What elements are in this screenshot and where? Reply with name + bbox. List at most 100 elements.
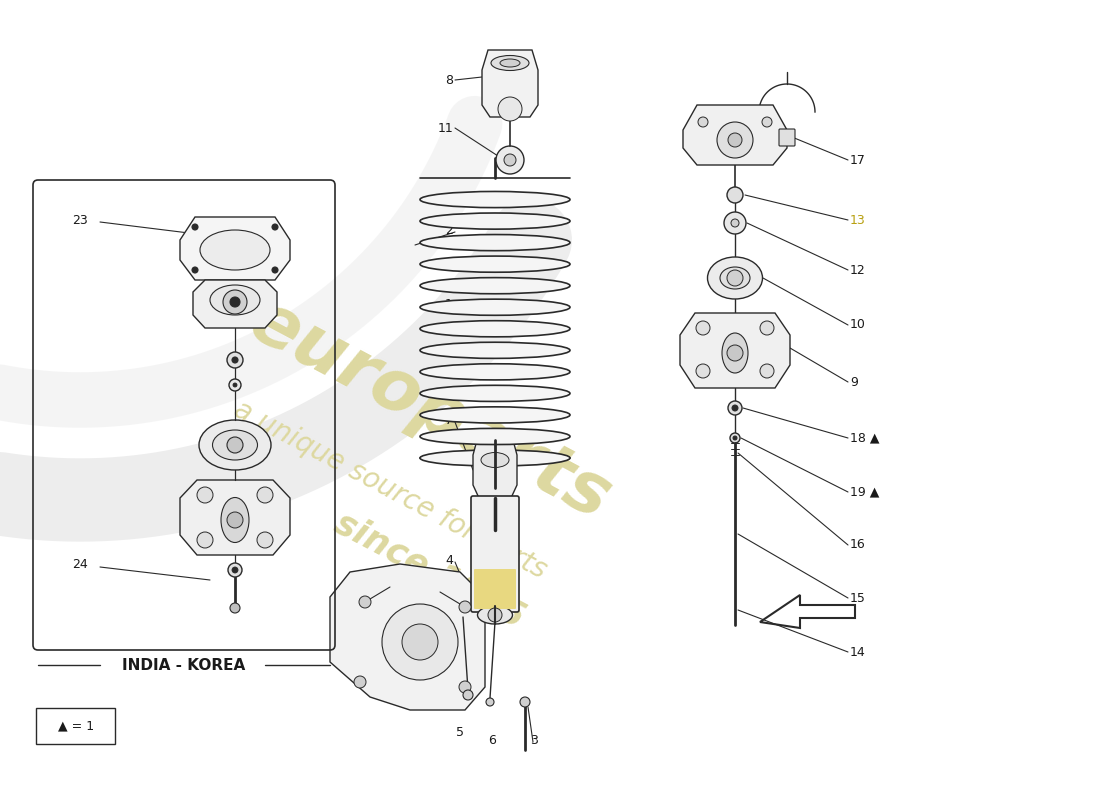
Polygon shape	[680, 313, 790, 388]
Circle shape	[272, 267, 278, 273]
Text: since 1985: since 1985	[329, 506, 530, 634]
Circle shape	[227, 512, 243, 528]
Ellipse shape	[199, 420, 271, 470]
Circle shape	[192, 224, 198, 230]
Circle shape	[727, 345, 742, 361]
Circle shape	[459, 601, 471, 613]
Text: 6: 6	[488, 734, 496, 746]
Circle shape	[520, 697, 530, 707]
Polygon shape	[192, 280, 277, 328]
Circle shape	[192, 267, 198, 273]
Ellipse shape	[420, 234, 570, 250]
Ellipse shape	[420, 428, 570, 445]
Polygon shape	[683, 105, 786, 165]
Circle shape	[382, 604, 458, 680]
Circle shape	[232, 357, 238, 363]
Circle shape	[232, 567, 238, 573]
Ellipse shape	[212, 430, 257, 460]
Circle shape	[354, 676, 366, 688]
Polygon shape	[180, 480, 290, 555]
Text: 10: 10	[850, 318, 866, 331]
Circle shape	[223, 290, 248, 314]
Circle shape	[760, 364, 774, 378]
Text: 7: 7	[446, 414, 453, 426]
Text: 23: 23	[72, 214, 88, 226]
Text: europarts: europarts	[238, 286, 623, 534]
Ellipse shape	[200, 230, 270, 270]
Circle shape	[696, 321, 710, 335]
Circle shape	[698, 117, 708, 127]
Circle shape	[257, 487, 273, 503]
FancyBboxPatch shape	[779, 129, 795, 146]
Circle shape	[227, 352, 243, 368]
Text: 19 ▲: 19 ▲	[850, 486, 879, 498]
Text: 15: 15	[850, 591, 866, 605]
Ellipse shape	[221, 498, 249, 542]
Circle shape	[197, 532, 213, 548]
Circle shape	[228, 563, 242, 577]
Polygon shape	[482, 50, 538, 117]
Text: 12: 12	[850, 263, 866, 277]
Text: 11: 11	[438, 122, 453, 134]
Text: 4: 4	[446, 554, 453, 566]
Ellipse shape	[420, 299, 570, 315]
Polygon shape	[330, 564, 485, 710]
Text: 9: 9	[850, 375, 858, 389]
Ellipse shape	[481, 453, 509, 467]
Circle shape	[496, 146, 524, 174]
Ellipse shape	[210, 285, 260, 315]
Ellipse shape	[477, 606, 513, 624]
Text: 14: 14	[850, 646, 866, 658]
Circle shape	[724, 212, 746, 234]
Polygon shape	[473, 440, 517, 498]
Text: 17: 17	[850, 154, 866, 166]
Circle shape	[230, 603, 240, 613]
Circle shape	[488, 608, 502, 622]
Text: 5: 5	[456, 726, 464, 738]
Circle shape	[498, 97, 522, 121]
Circle shape	[727, 270, 742, 286]
FancyBboxPatch shape	[474, 569, 516, 609]
Circle shape	[459, 681, 471, 693]
Circle shape	[732, 405, 738, 411]
Circle shape	[728, 401, 743, 415]
Ellipse shape	[500, 59, 520, 67]
Circle shape	[233, 383, 236, 387]
Ellipse shape	[722, 333, 748, 373]
Ellipse shape	[420, 278, 570, 294]
Circle shape	[733, 436, 737, 440]
Circle shape	[730, 433, 740, 443]
Circle shape	[227, 437, 243, 453]
Text: 16: 16	[850, 538, 866, 551]
Circle shape	[463, 690, 473, 700]
Text: 18 ▲: 18 ▲	[850, 431, 880, 445]
Circle shape	[359, 596, 371, 608]
FancyBboxPatch shape	[471, 496, 519, 612]
Circle shape	[727, 187, 742, 203]
Circle shape	[257, 532, 273, 548]
Ellipse shape	[420, 213, 570, 229]
Text: INDIA - KOREA: INDIA - KOREA	[122, 658, 245, 673]
Text: 3: 3	[530, 734, 538, 746]
Ellipse shape	[707, 257, 762, 299]
Circle shape	[762, 117, 772, 127]
Circle shape	[229, 379, 241, 391]
Ellipse shape	[491, 55, 529, 70]
Circle shape	[504, 154, 516, 166]
Polygon shape	[180, 217, 290, 280]
Circle shape	[486, 698, 494, 706]
Text: 13: 13	[850, 214, 866, 226]
Ellipse shape	[420, 342, 570, 358]
Circle shape	[197, 487, 213, 503]
Ellipse shape	[420, 364, 570, 380]
Circle shape	[696, 364, 710, 378]
Circle shape	[732, 219, 739, 227]
Text: a unique source for parts: a unique source for parts	[229, 395, 551, 585]
Circle shape	[402, 624, 438, 660]
Text: 24: 24	[72, 558, 88, 571]
Ellipse shape	[420, 407, 570, 423]
Text: 1: 1	[446, 298, 453, 311]
Circle shape	[717, 122, 754, 158]
Circle shape	[272, 224, 278, 230]
Ellipse shape	[420, 450, 570, 466]
